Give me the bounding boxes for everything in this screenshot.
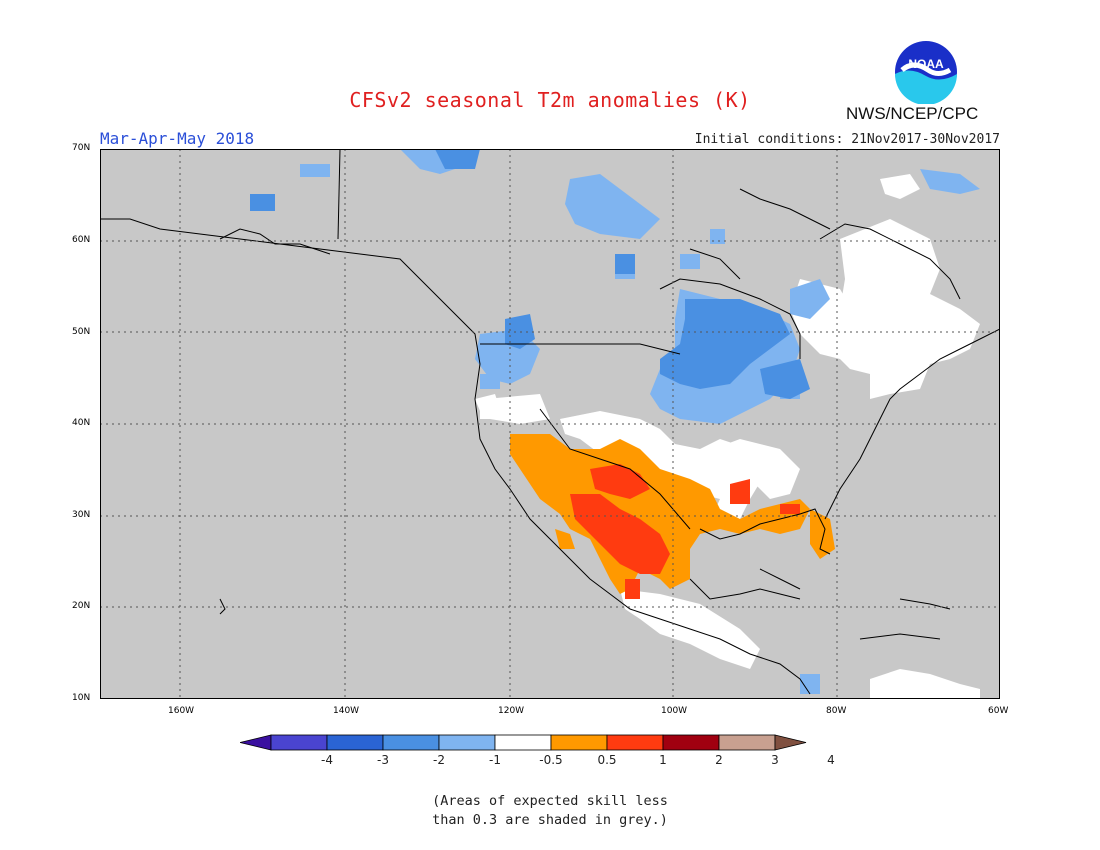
- map-title: CFSv2 seasonal T2m anomalies (K): [349, 88, 751, 112]
- colorbar-swatches: [240, 734, 807, 751]
- season-label: Mar-Apr-May 2018: [100, 129, 255, 148]
- warm-regions-orange: [510, 434, 835, 594]
- footnote-line-1: (Areas of expected skill less: [432, 793, 668, 809]
- colorbar-label: -4: [321, 753, 333, 767]
- map-grid: [100, 149, 1000, 699]
- colorbar-label: 0.5: [597, 753, 616, 767]
- colorbar-swatch: [494, 734, 552, 751]
- colorbar-swatch: [606, 734, 664, 751]
- coastlines: [100, 149, 1000, 695]
- cold-regions-medium: [250, 149, 810, 399]
- lat-label: 50N: [72, 327, 91, 337]
- colorbar-label: -2: [433, 753, 445, 767]
- colorbar-label: 2: [715, 753, 723, 767]
- colorbar-label: -0.5: [539, 753, 562, 767]
- initial-conditions-label: Initial conditions: 21Nov2017-30Nov2017: [694, 132, 1000, 147]
- colorbar-swatch: [326, 734, 384, 751]
- lat-label: 70N: [72, 143, 91, 153]
- colorbar-swatch: [550, 734, 608, 751]
- footnote-line-2: than 0.3 are shaded in grey.): [432, 812, 668, 828]
- lat-label: 40N: [72, 418, 91, 428]
- lon-label: 100W: [661, 706, 688, 716]
- colorbar-label: 3: [771, 753, 779, 767]
- colorbar-labels: -4 -3 -2 -1 -0.5 0.5 1 2 3 4: [321, 753, 835, 767]
- colorbar-label: 1: [659, 753, 667, 767]
- noaa-logo-icon: NOAA: [895, 41, 957, 104]
- lon-label: 80W: [826, 706, 847, 716]
- colorbar-swatch: [718, 734, 776, 751]
- skill-footnote: (Areas of expected skill less than 0.3 a…: [0, 792, 1100, 830]
- colorbar-swatch: [662, 734, 720, 751]
- lon-label: 60W: [988, 706, 1009, 716]
- lat-label: 30N: [72, 510, 91, 520]
- anomaly-map: [100, 149, 1000, 699]
- lon-label: 160W: [168, 706, 195, 716]
- colorbar-arrow-right: [774, 734, 807, 751]
- colorbar-label: -3: [377, 753, 389, 767]
- colorbar-swatch: [438, 734, 496, 751]
- colorbar: -4 -3 -2 -1 -0.5 0.5 1 2 3 4: [240, 734, 835, 767]
- lat-label: 10N: [72, 693, 91, 703]
- colorbar-label: -1: [489, 753, 501, 767]
- colorbar-arrow-left: [240, 734, 272, 751]
- colorbar-label: 4: [827, 753, 835, 767]
- colorbar-swatch: [382, 734, 440, 751]
- noaa-logo-text: NOAA: [908, 57, 944, 71]
- lat-label: 20N: [72, 601, 91, 611]
- colorbar-swatch: [270, 734, 328, 751]
- lat-label: 60N: [72, 235, 91, 245]
- lon-label: 140W: [333, 706, 360, 716]
- agency-label: NWS/NCEP/CPC: [846, 104, 979, 123]
- lon-label: 120W: [498, 706, 525, 716]
